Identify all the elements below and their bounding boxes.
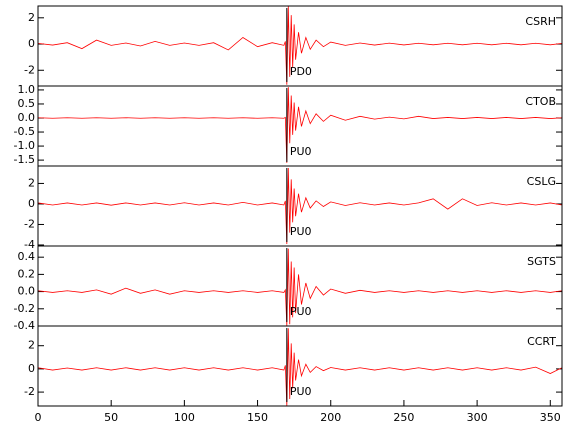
waveform <box>38 168 562 244</box>
phase-label: PU0 <box>290 305 312 318</box>
y-tick-label: -1.0 <box>14 139 35 152</box>
y-tick-label: -0.5 <box>14 125 35 138</box>
y-tick-label: 0.2 <box>18 267 36 280</box>
x-tick-label: 350 <box>540 411 561 424</box>
waveform <box>38 87 562 163</box>
waveform <box>38 328 562 406</box>
x-tick-label: 250 <box>393 411 414 424</box>
x-tick-label: 100 <box>174 411 195 424</box>
station-label: CSLG <box>527 175 556 188</box>
y-tick-label: 0.4 <box>18 250 36 263</box>
y-tick-label: -2 <box>24 217 35 230</box>
phase-label: PU0 <box>290 145 312 158</box>
y-tick-label: -0.2 <box>14 302 35 315</box>
y-tick-label: 2 <box>28 176 35 189</box>
y-tick-label: 1.0 <box>18 83 36 96</box>
y-tick-label: -4 <box>24 238 35 251</box>
x-tick-label: 50 <box>104 411 118 424</box>
y-tick-label: -0.4 <box>14 319 35 332</box>
phase-label: PD0 <box>290 65 312 78</box>
x-tick-label: 150 <box>247 411 268 424</box>
y-tick-label: 0.5 <box>18 97 36 110</box>
station-label: CCRT <box>527 335 556 348</box>
x-tick-label: 0 <box>35 411 42 424</box>
y-tick-label: -1.5 <box>14 153 35 166</box>
station-label: CSRH <box>525 15 556 28</box>
phase-label: PU0 <box>290 225 312 238</box>
y-tick-label: 0.0 <box>18 285 36 298</box>
station-label: SGTS <box>527 255 556 268</box>
phase-label: PU0 <box>290 385 312 398</box>
station-label: CTOB <box>525 95 556 108</box>
y-tick-label: 0 <box>28 197 35 210</box>
y-tick-label: -2 <box>24 385 35 398</box>
x-tick-label: 200 <box>320 411 341 424</box>
waveform <box>38 6 562 85</box>
y-tick-label: 0 <box>28 362 35 375</box>
waveform <box>38 248 562 326</box>
panel-frame <box>37 325 563 407</box>
y-tick-label: 2 <box>28 339 35 352</box>
y-tick-label: 0 <box>28 37 35 50</box>
y-tick-label: 2 <box>28 11 35 24</box>
y-tick-label: 0.0 <box>18 111 36 124</box>
y-tick-label: -2 <box>24 63 35 76</box>
x-tick-label: 300 <box>467 411 488 424</box>
